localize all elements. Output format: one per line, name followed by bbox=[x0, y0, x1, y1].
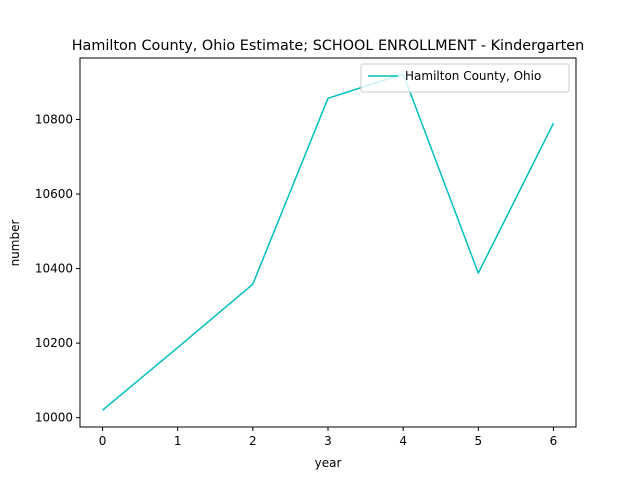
x-axis: 0 1 2 3 4 5 6 bbox=[99, 427, 558, 448]
y-tick-label: 10800 bbox=[35, 113, 73, 127]
y-axis-label: number bbox=[8, 220, 22, 267]
x-tick-label: 1 bbox=[174, 434, 182, 448]
y-tick-label: 10200 bbox=[35, 336, 73, 350]
legend-label: Hamilton County, Ohio bbox=[405, 69, 541, 83]
chart-title: Hamilton County, Ohio Estimate; SCHOOL E… bbox=[72, 38, 585, 54]
y-tick-label: 10600 bbox=[35, 187, 73, 201]
x-tick-label: 0 bbox=[99, 434, 107, 448]
y-axis: 10000 10200 10400 10600 10800 bbox=[35, 113, 80, 425]
x-tick-label: 6 bbox=[550, 434, 558, 448]
y-tick-label: 10400 bbox=[35, 262, 73, 276]
x-axis-label: year bbox=[315, 456, 342, 470]
series-line bbox=[102, 73, 555, 411]
legend-box bbox=[360, 63, 570, 93]
plot-area bbox=[79, 57, 577, 428]
x-tick-label: 3 bbox=[324, 434, 332, 448]
legend: Hamilton County, Ohio bbox=[360, 63, 570, 93]
x-tick-label: 2 bbox=[249, 434, 257, 448]
y-tick-label: 10000 bbox=[35, 411, 73, 425]
x-tick-label: 5 bbox=[474, 434, 482, 448]
series-layer bbox=[102, 73, 555, 411]
x-tick-label: 4 bbox=[399, 434, 407, 448]
